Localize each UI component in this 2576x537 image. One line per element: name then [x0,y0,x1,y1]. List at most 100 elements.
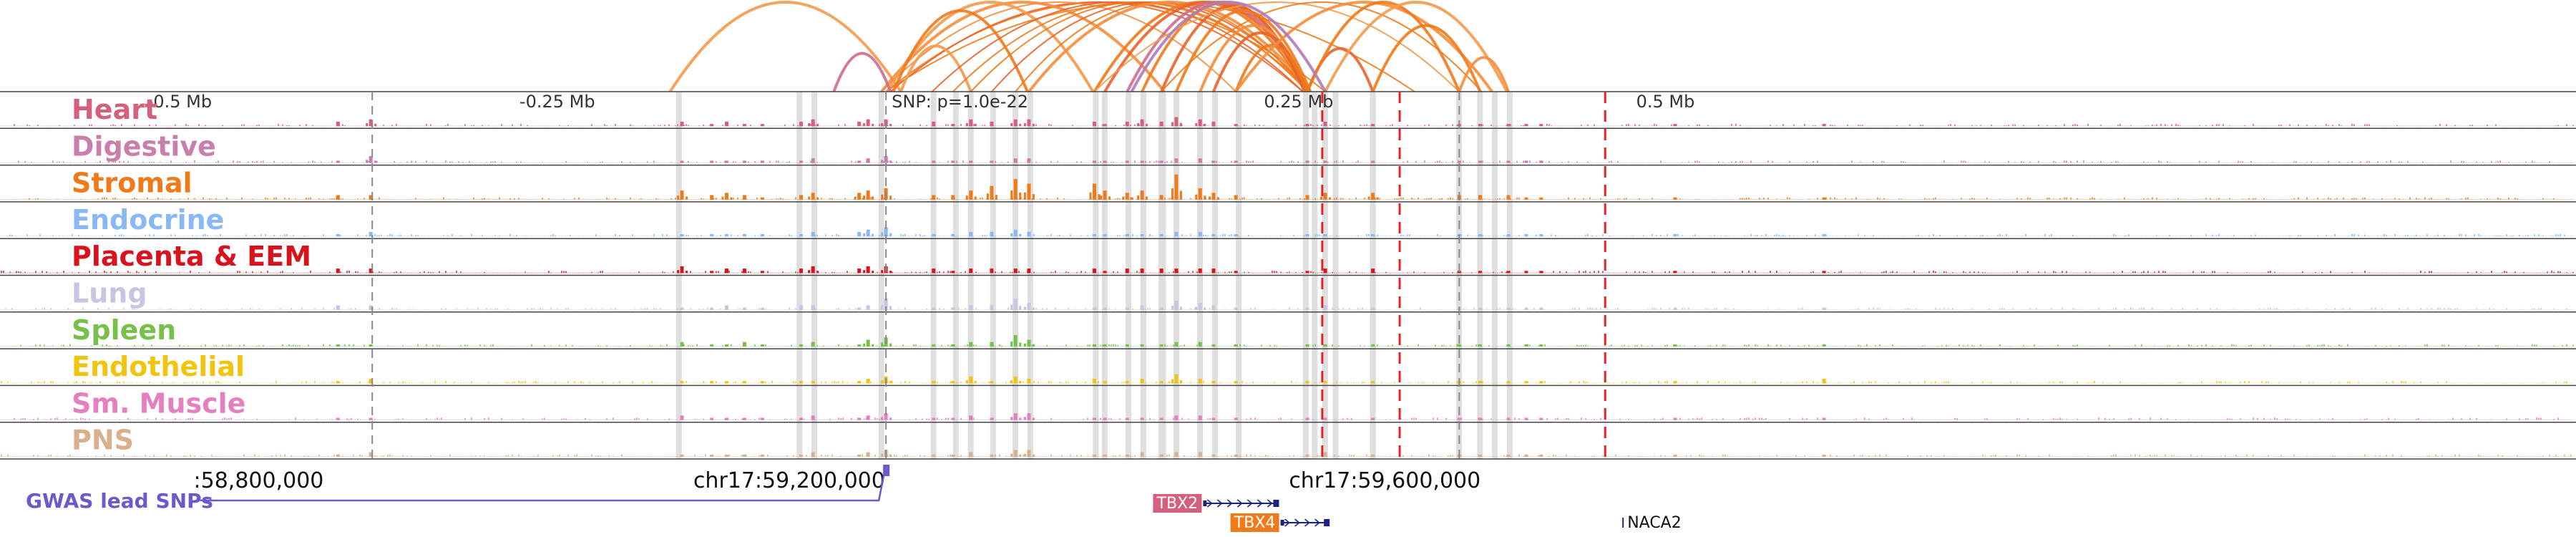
track-label: Sm. Muscle [72,387,245,419]
track-peak [1032,123,1035,127]
track-peak [710,417,714,420]
track-peak [1027,339,1031,347]
track-peak [1103,307,1107,310]
track-peak [369,268,373,274]
track-peak [1323,305,1327,310]
interaction-arc [1306,1,1461,92]
track-peak [1140,305,1144,310]
track-peak [1822,307,1826,310]
track-peak [1234,271,1238,274]
genomic-axis-tick: chr17:59,200,000 [693,468,885,493]
track-peak [1323,160,1327,163]
track-peak [1027,158,1031,163]
interaction-arc [1234,1,1493,93]
track-peak [1010,233,1013,237]
track-peak [990,160,994,163]
track-peak [811,119,815,127]
track-peak [969,268,973,274]
track-peak [799,268,804,274]
track-peak [1019,417,1022,420]
track-peak [1234,381,1238,384]
track-peak [854,196,857,200]
track-label: Stromal [72,168,192,199]
track-peak [799,160,804,163]
tracks-layer [0,91,2576,460]
track-peak [1195,122,1198,127]
relative-scale-layer: -0.5 Mb -0.25 Mb 0.25 Mb 0.5 Mb SNP: p=1.0e-… [147,92,1695,112]
interaction-arc [892,9,1029,92]
track-peak [369,379,373,384]
genomic-axis-tick: :58,800,000 [194,468,324,493]
track-label: Lung [72,278,147,309]
track-peak [710,307,714,310]
track-peak [1198,452,1202,457]
gene-naca2: NACA2 [1622,514,1682,532]
track-peak [1371,268,1375,274]
track-peak [1234,344,1238,347]
track-peak [1524,307,1528,310]
gene-strand-arrow [1216,499,1223,508]
interaction-arc [889,1,1304,92]
gene-label: NACA2 [1627,514,1682,532]
track-peak [710,195,714,200]
track-peak [1092,307,1096,310]
track-peak [889,123,892,127]
track-peak [1478,234,1482,237]
relative-scale-tick: -0.5 Mb [147,92,212,112]
track-peak [1019,233,1022,237]
track-peak [1010,304,1013,310]
track-peak [1673,344,1677,347]
track-peak [1013,268,1018,274]
track-peak [1174,231,1179,237]
track-signal [1,344,2574,347]
track-peak [1822,271,1826,274]
track-peak [742,381,746,384]
track-peak [857,381,862,384]
track-peak [1211,344,1216,347]
track-peak [710,271,714,274]
track-peak [1159,234,1163,237]
track-peak [1367,196,1370,200]
track-peak [932,121,936,127]
track-peak [1822,344,1826,347]
track-peak [986,193,989,200]
track-peak [881,194,884,200]
track-peak [990,185,994,200]
track-peak [881,417,884,420]
track-lung [0,298,2576,313]
track-peak [1010,453,1013,457]
track-peak [1234,160,1238,163]
track-peak [1305,160,1309,163]
track-peak [811,342,815,347]
track-peak [1234,124,1238,127]
track-peak [710,124,714,127]
track-peak [811,193,815,200]
track-label: Spleen [72,314,176,346]
track-peak [969,160,973,163]
track-peak [1539,417,1543,420]
track-peak [1174,268,1179,274]
track-peak [969,231,973,237]
track-peak [1013,179,1018,200]
track-peak [1159,268,1163,274]
track-peak [680,307,684,310]
track-peak [932,307,936,310]
track-peak [724,160,728,163]
track-peak [1323,268,1327,274]
gwas-layer: GWAS lead SNPs [26,464,890,513]
track-peak [1506,381,1511,384]
track-peak [1323,417,1327,420]
track-peak [1673,454,1677,457]
track-peak [1092,121,1096,127]
genes-layer: TBX2 TBX4 NACA2 [1153,494,1682,532]
track-peak [1103,381,1107,384]
track-peak [1125,160,1129,163]
track-peak [1673,271,1677,274]
track-peak [1032,344,1035,347]
gene-strand-arrow [1304,518,1310,527]
track-peak [1305,234,1309,237]
track-peak [1198,268,1202,274]
track-peak [1137,195,1140,200]
track-peak [969,452,973,457]
track-peak [1125,307,1129,310]
